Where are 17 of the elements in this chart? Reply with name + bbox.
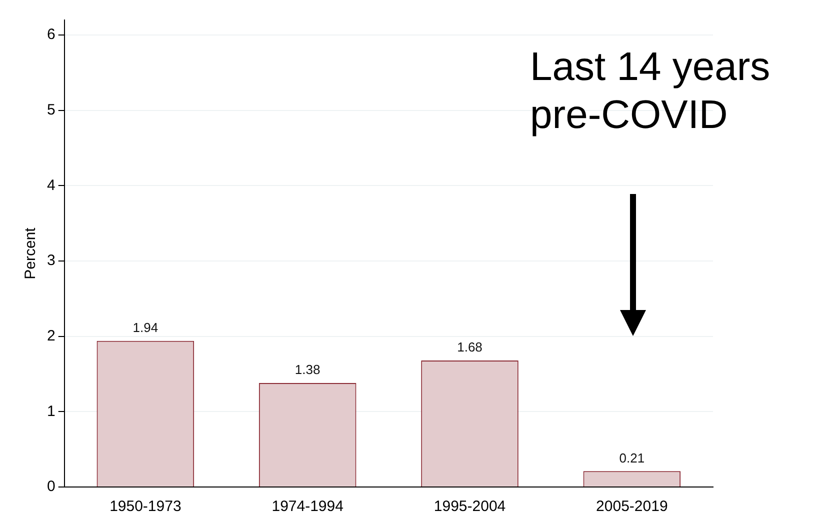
x-tick-label: 1950-1973 bbox=[110, 498, 182, 516]
y-tick-label: 4 bbox=[47, 176, 56, 194]
x-tick-label: 1995-2004 bbox=[434, 498, 506, 516]
y-tick-label: 0 bbox=[47, 478, 56, 496]
x-tick-label: 1974-1994 bbox=[272, 498, 344, 516]
data-label: 1.38 bbox=[294, 362, 320, 378]
y-tick-label: 2 bbox=[47, 327, 56, 344]
x-tick-label: 2005-2019 bbox=[596, 498, 668, 516]
annotation: Last 14 years pre-COVID bbox=[530, 44, 772, 139]
y-axis-title: Percent bbox=[22, 226, 40, 280]
data-label: 0.21 bbox=[619, 450, 645, 466]
y-tick-label: 1 bbox=[47, 402, 56, 420]
data-label: 1.94 bbox=[132, 320, 158, 335]
data-label: 1.68 bbox=[457, 340, 482, 355]
y-tick-label: 5 bbox=[47, 102, 56, 119]
y-tick-label: 3 bbox=[47, 252, 56, 270]
y-tick-label: 6 bbox=[47, 26, 56, 44]
